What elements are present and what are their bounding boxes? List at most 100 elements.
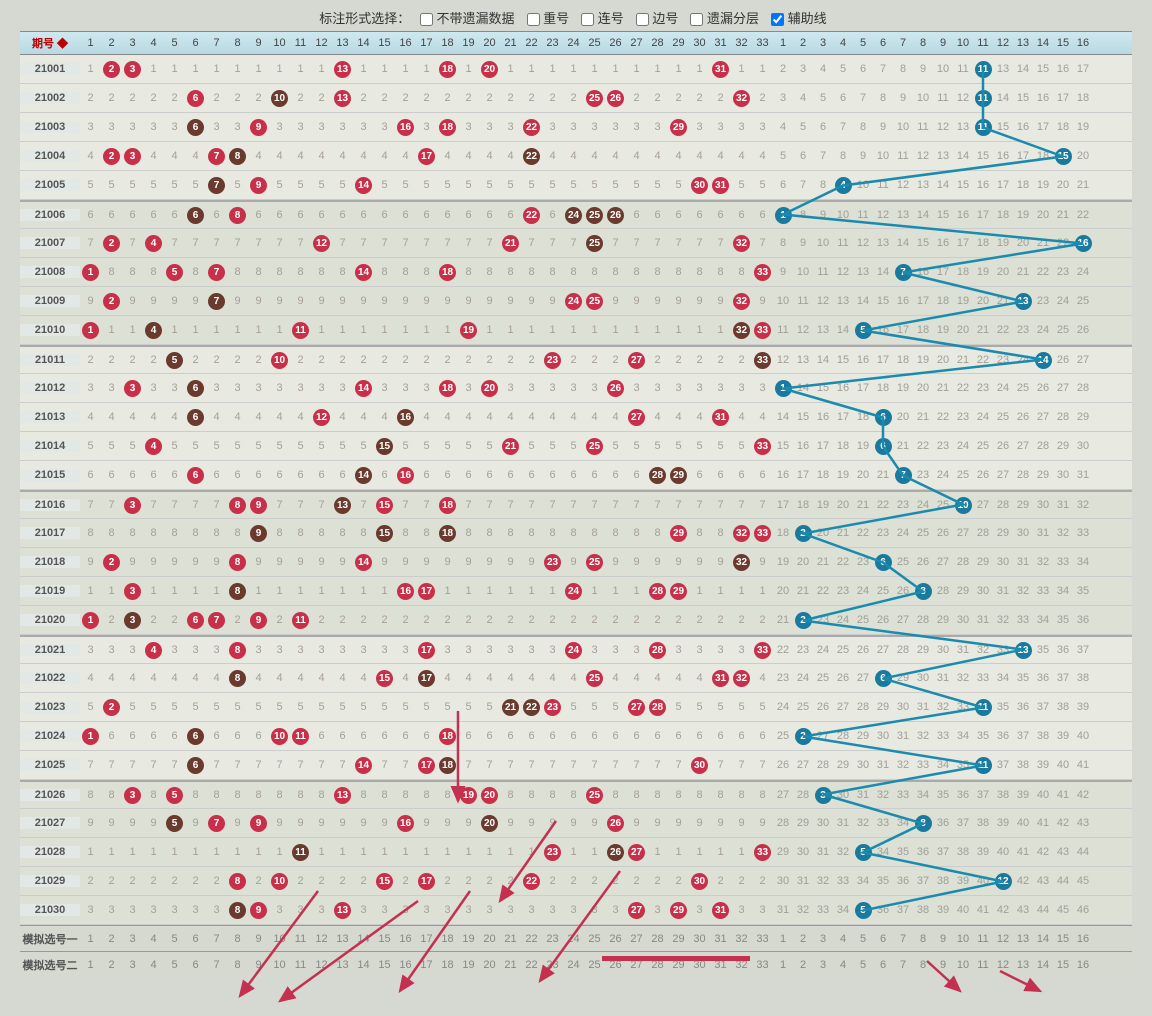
miss-cell: 1 — [689, 846, 710, 858]
miss-cell-blue: 37 — [893, 904, 913, 916]
miss-cell: 4 — [269, 672, 290, 684]
miss-cell: 8 — [563, 266, 584, 278]
miss-cell: 1 — [353, 846, 374, 858]
miss-cell: 1 — [395, 63, 416, 75]
red-ball: 15 — [374, 497, 395, 514]
miss-cell: 5 — [311, 701, 332, 713]
miss-cell: 2 — [752, 875, 773, 887]
miss-cell: 2 — [479, 614, 500, 626]
miss-cell-blue: 31 — [853, 789, 873, 801]
red-ball: 18 — [437, 61, 458, 78]
miss-cell: 5 — [101, 179, 122, 191]
miss-cell-blue: 25 — [813, 672, 833, 684]
miss-cell: 7 — [437, 237, 458, 249]
control-option[interactable]: 辅助线 — [771, 11, 827, 26]
miss-cell: 7 — [122, 237, 143, 249]
red-ball: 26 — [605, 844, 626, 861]
miss-cell: 3 — [374, 904, 395, 916]
miss-cell: 8 — [80, 527, 101, 539]
red-ball: 9 — [248, 815, 269, 832]
control-option[interactable]: 边号 — [636, 11, 679, 26]
control-option[interactable]: 连号 — [581, 11, 624, 26]
miss-cell: 1 — [479, 324, 500, 336]
miss-cell-blue: 27 — [873, 644, 893, 656]
miss-cell: 2 — [311, 354, 332, 366]
miss-cell: 5 — [563, 440, 584, 452]
red-ball: 9 — [248, 177, 269, 194]
header-red-15: 15 — [374, 37, 395, 49]
miss-cell: 3 — [143, 904, 164, 916]
miss-cell: 6 — [731, 209, 752, 221]
control-option[interactable]: 遗漏分层 — [690, 11, 759, 26]
miss-cell: 8 — [101, 527, 122, 539]
miss-cell: 9 — [584, 817, 605, 829]
miss-cell: 1 — [500, 585, 521, 597]
miss-cell: 6 — [710, 209, 731, 221]
miss-cell: 2 — [248, 875, 269, 887]
red-ball: 20 — [479, 787, 500, 804]
miss-cell-blue: 11 — [933, 92, 953, 104]
miss-cell: 1 — [206, 585, 227, 597]
miss-cell-blue: 34 — [913, 789, 933, 801]
miss-cell-blue: 16 — [793, 440, 813, 452]
miss-cell: 2 — [101, 614, 122, 626]
miss-cell-blue: 40 — [1053, 759, 1073, 771]
miss-cell: 4 — [458, 672, 479, 684]
miss-cell-blue: 23 — [893, 499, 913, 511]
miss-cell: 8 — [164, 527, 185, 539]
miss-cell: 5 — [626, 440, 647, 452]
miss-cell: 2 — [752, 614, 773, 626]
header-red-18: 18 — [437, 37, 458, 49]
miss-cell: 9 — [143, 556, 164, 568]
miss-cell-blue: 14 — [913, 209, 933, 221]
miss-cell: 5 — [731, 179, 752, 191]
control-option[interactable]: 重号 — [527, 11, 570, 26]
red-ball: 30 — [689, 873, 710, 890]
miss-cell-blue: 36 — [1013, 701, 1033, 713]
red-ball: 4 — [143, 235, 164, 252]
miss-cell: 6 — [206, 469, 227, 481]
red-ball: 6 — [185, 409, 206, 426]
miss-cell: 2 — [395, 614, 416, 626]
miss-cell: 8 — [626, 266, 647, 278]
miss-cell: 1 — [206, 63, 227, 75]
miss-cell: 7 — [479, 499, 500, 511]
red-ball: 8 — [227, 554, 248, 571]
miss-cell: 4 — [374, 150, 395, 162]
control-option[interactable]: 不带遗漏数据 — [420, 11, 515, 26]
red-ball: 8 — [227, 148, 248, 165]
miss-cell-blue: 20 — [993, 266, 1013, 278]
miss-cell: 1 — [542, 63, 563, 75]
miss-cell: 5 — [647, 179, 668, 191]
miss-cell: 7 — [269, 499, 290, 511]
miss-cell-blue: 11 — [893, 150, 913, 162]
miss-cell-blue: 28 — [1013, 469, 1033, 481]
miss-cell: 6 — [101, 209, 122, 221]
miss-cell: 1 — [458, 846, 479, 858]
miss-cell: 9 — [122, 556, 143, 568]
miss-cell: 8 — [227, 789, 248, 801]
miss-cell: 2 — [647, 92, 668, 104]
miss-cell: 3 — [500, 121, 521, 133]
miss-cell: 3 — [311, 121, 332, 133]
miss-cell: 2 — [563, 354, 584, 366]
miss-cell: 9 — [206, 556, 227, 568]
miss-cell-blue: 22 — [1073, 209, 1093, 221]
miss-cell: 4 — [101, 672, 122, 684]
miss-cell: 9 — [185, 556, 206, 568]
miss-cell: 3 — [332, 121, 353, 133]
miss-cell: 6 — [80, 469, 101, 481]
header-red-20: 20 — [479, 37, 500, 49]
miss-cell-blue: 12 — [773, 354, 793, 366]
miss-cell-blue: 44 — [1053, 875, 1073, 887]
red-ball: 4 — [143, 438, 164, 455]
miss-cell-blue: 10 — [813, 237, 833, 249]
red-ball: 2 — [101, 235, 122, 252]
miss-cell: 6 — [605, 469, 626, 481]
header-blue-5: 5 — [853, 37, 873, 49]
red-ball: 17 — [416, 670, 437, 687]
red-ball: 33 — [752, 525, 773, 542]
miss-cell: 1 — [143, 846, 164, 858]
miss-cell: 2 — [710, 92, 731, 104]
miss-cell: 5 — [416, 440, 437, 452]
